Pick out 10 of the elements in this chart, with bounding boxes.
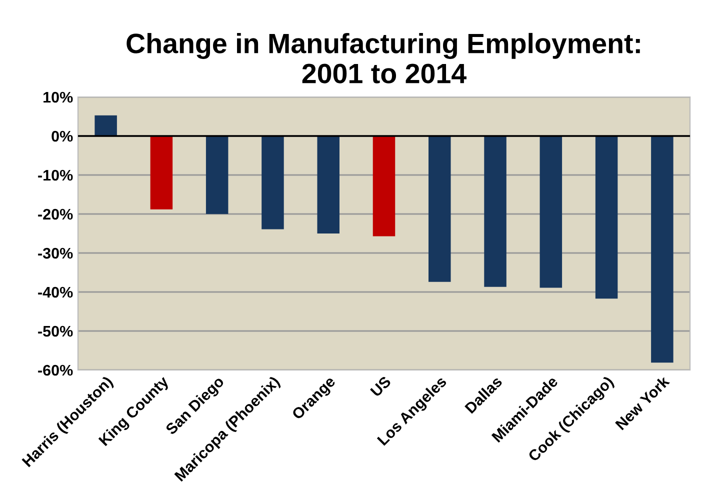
chart-title: Change in Manufacturing Employment: 2001 to 2014 bbox=[126, 32, 640, 84]
y-tick-label: -40% bbox=[38, 286, 73, 298]
y-tick-label: 0% bbox=[52, 130, 73, 142]
x-tick-label: US bbox=[370, 376, 392, 398]
y-tick-label: -10% bbox=[38, 170, 73, 181]
y-tick-label: -20% bbox=[38, 208, 73, 220]
y-tick-label: -30% bbox=[38, 248, 73, 259]
y-tick-label: -60% bbox=[38, 364, 73, 376]
y-tick-label: 10% bbox=[44, 92, 73, 103]
y-tick-label: -50% bbox=[38, 326, 73, 337]
